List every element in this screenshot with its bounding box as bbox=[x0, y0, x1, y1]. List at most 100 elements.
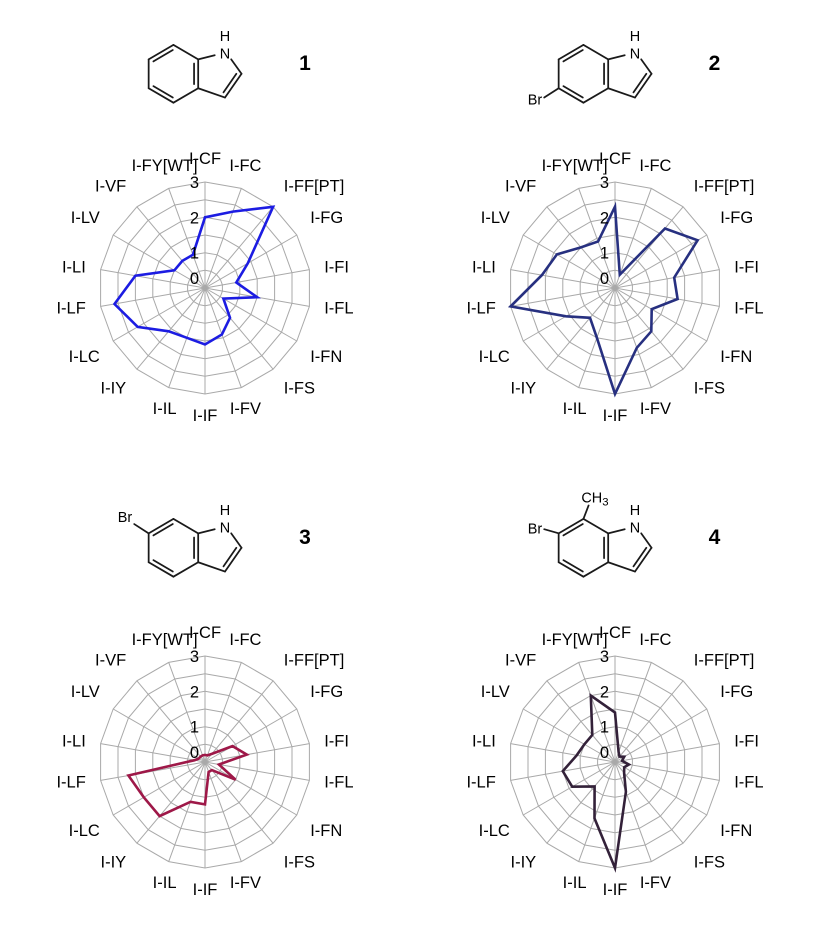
axis-label: I-VF bbox=[95, 652, 126, 670]
methyl-main: CH bbox=[581, 490, 602, 506]
axis-label: I-VF bbox=[505, 652, 536, 670]
methyl-bond bbox=[582, 504, 590, 520]
axis-label: I-FL bbox=[734, 300, 763, 318]
axis-label: I-FV bbox=[639, 400, 670, 418]
methyl-subscript: 3 bbox=[602, 496, 608, 508]
grid-spoke bbox=[614, 708, 707, 763]
axis-label: I-FC bbox=[639, 157, 671, 175]
grid-spoke bbox=[168, 761, 206, 862]
axis-label: I-LV bbox=[71, 683, 100, 701]
bromo-bond bbox=[542, 86, 560, 98]
axis-label: I-LF bbox=[56, 300, 85, 318]
grid-spoke bbox=[614, 188, 652, 289]
axis-label: I-FF[PT] bbox=[693, 652, 754, 670]
nitrogen-label: N bbox=[629, 46, 639, 62]
nh-hydrogen-label: H bbox=[220, 28, 230, 44]
axis-label: I-FN bbox=[720, 348, 752, 366]
axis-label: I-IL bbox=[153, 400, 177, 418]
grid-spoke bbox=[100, 287, 206, 307]
axis-label: I-FF[PT] bbox=[284, 652, 345, 670]
axis-label: I-LI bbox=[62, 733, 86, 751]
compound-number-3: 3 bbox=[299, 526, 311, 549]
axis-label: I-FI bbox=[734, 733, 759, 751]
grid-spoke bbox=[112, 287, 206, 342]
axis-label: I-FN bbox=[310, 822, 342, 840]
structure-compound-2: H N Br bbox=[527, 28, 653, 108]
grid-spoke bbox=[614, 287, 707, 342]
axis-label: I-IF bbox=[602, 407, 627, 425]
axis-label: I-IF bbox=[193, 881, 218, 899]
radar-chart-compound-4: I-CF I-FC I-FF[PT] I-FG I-FI I-FL I-FN I-FS I-FV… bbox=[466, 624, 763, 899]
grid-spoke bbox=[204, 188, 242, 289]
nh-hydrogen-label: H bbox=[629, 28, 639, 44]
grid-spoke bbox=[112, 761, 206, 816]
data-polygon bbox=[126, 744, 250, 818]
axis-label: I-FV bbox=[230, 874, 261, 892]
radial-tick-label: 0 bbox=[599, 744, 608, 762]
axis-label: I-IL bbox=[562, 400, 586, 418]
radial-tick-label: 1 bbox=[599, 719, 608, 737]
compound-number-1: 1 bbox=[299, 52, 311, 75]
axis-label: I-FF[PT] bbox=[284, 178, 345, 196]
grid-spoke bbox=[204, 761, 274, 844]
grid-spoke bbox=[522, 708, 615, 763]
grid-spoke bbox=[100, 269, 206, 289]
grid-spoke bbox=[614, 761, 707, 816]
axis-label: I-FY[WT] bbox=[541, 631, 607, 649]
grid-spoke bbox=[614, 269, 719, 289]
grid-spoke bbox=[614, 662, 652, 763]
grid-spoke bbox=[510, 269, 615, 289]
radial-tick-label: 1 bbox=[599, 245, 608, 263]
axis-label: I-LC bbox=[69, 822, 100, 840]
indole-skeleton bbox=[147, 43, 243, 104]
grid-spoke bbox=[614, 761, 719, 781]
panel-compound-4: H N Br CH3 4 I-CF I-FC I-FF[PT] I-FG I-FI I-F… bbox=[410, 474, 819, 947]
bromine-label: Br bbox=[118, 509, 133, 525]
axis-label: I-FY[WT] bbox=[541, 157, 607, 175]
grid-spoke bbox=[522, 234, 615, 289]
nitrogen-label: N bbox=[220, 46, 230, 62]
axis-label: I-FV bbox=[639, 874, 670, 892]
grid-spoke bbox=[614, 743, 719, 763]
axis-label: I-LC bbox=[69, 348, 100, 366]
data-polygon bbox=[560, 693, 632, 873]
grid-spoke bbox=[204, 761, 298, 816]
axis-label: I-LV bbox=[480, 683, 509, 701]
radial-tick-label: 1 bbox=[190, 245, 199, 263]
axis-label: I-IY bbox=[101, 853, 127, 871]
nitrogen-label: N bbox=[220, 520, 230, 536]
grid-spoke bbox=[112, 708, 206, 763]
grid-spoke bbox=[168, 662, 206, 763]
panel-compound-2: H N Br 2 I-CF I-FC I-FF[PT] I-FG I-FI I-FL I-F… bbox=[410, 0, 819, 474]
bromine-label: Br bbox=[527, 521, 542, 537]
axis-label: I-FG bbox=[310, 683, 343, 701]
axis-label: I-FC bbox=[229, 631, 261, 649]
axis-label: I-VF bbox=[505, 178, 536, 196]
axis-label: I-FI bbox=[324, 733, 349, 751]
axis-label: I-FG bbox=[310, 209, 343, 227]
axis-label: I-FG bbox=[720, 683, 753, 701]
axis-label: I-FY[WT] bbox=[132, 157, 198, 175]
axis-label: I-CF bbox=[189, 624, 221, 642]
grid-spoke bbox=[577, 662, 615, 763]
radial-tick-label: 3 bbox=[190, 648, 199, 666]
axis-label: I-FC bbox=[229, 157, 261, 175]
structure-row-2: H N Br 2 bbox=[509, 6, 720, 122]
compound-number-4: 4 bbox=[708, 526, 721, 549]
axis-label: I-LV bbox=[480, 209, 509, 227]
indole-skeleton bbox=[542, 504, 653, 578]
axis-label: I-FN bbox=[720, 822, 752, 840]
grid-spoke bbox=[204, 761, 310, 781]
axis-label: I-FS bbox=[284, 853, 315, 871]
grid-spoke bbox=[577, 188, 615, 289]
data-polygon bbox=[112, 205, 276, 346]
grid-spoke bbox=[510, 743, 615, 763]
radial-tick-label: 2 bbox=[190, 683, 199, 701]
axis-label: I-FC bbox=[639, 631, 671, 649]
axis-label: I-FS bbox=[284, 379, 315, 397]
axis-label: I-IY bbox=[101, 379, 127, 397]
nitrogen-label: N bbox=[629, 520, 639, 536]
grid-spoke bbox=[204, 287, 274, 370]
axis-label: I-IF bbox=[193, 407, 218, 425]
axis-label: I-LC bbox=[478, 822, 509, 840]
